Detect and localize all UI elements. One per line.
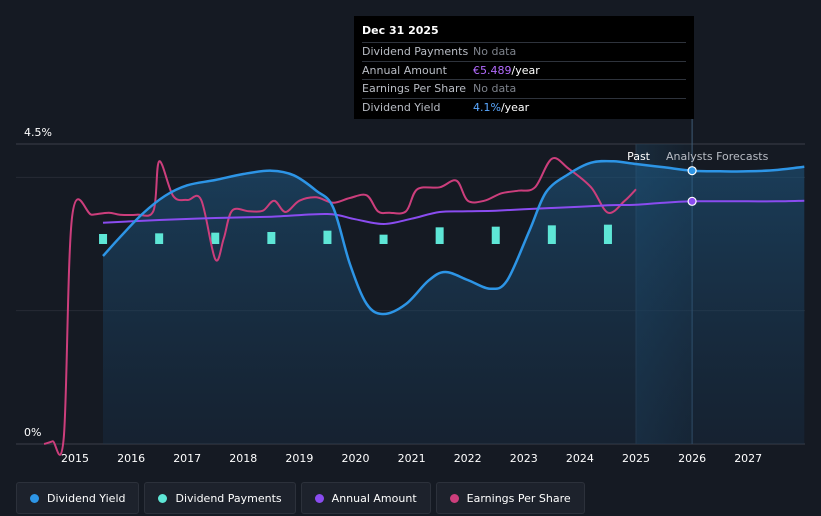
- tooltip-value: €5.489: [473, 63, 512, 77]
- selection-markers: [687, 166, 697, 206]
- tooltip-value: 4.1%: [473, 100, 501, 114]
- legend-label: Annual Amount: [331, 491, 417, 505]
- tooltip-row-dividend-payments: Dividend Payments No data: [362, 42, 686, 61]
- x-tick-label: 2018: [229, 452, 257, 465]
- tooltip-title: Dec 31 2025: [362, 24, 439, 37]
- dividend-yield-area: [103, 161, 805, 445]
- legend-dot-icon: [158, 493, 168, 503]
- tooltip-key: Dividend Yield: [362, 100, 441, 114]
- x-tick-label: 2016: [117, 452, 145, 465]
- tooltip-key: Dividend Payments: [362, 45, 469, 59]
- dividend-yield-fill: [103, 161, 805, 445]
- y-tick-top: 4.5%: [24, 126, 52, 139]
- tooltip: Dec 31 2025 Dividend Payments No data An…: [354, 16, 694, 119]
- x-tick-label: 2019: [285, 452, 313, 465]
- dividend-payment-bar: [547, 225, 556, 244]
- dividend-payment-bar: [435, 227, 444, 244]
- x-axis-ticks: 2015 2016 2017 2018 2019 2020 2021 2022 2023 2024…: [61, 452, 762, 465]
- legend-dot-icon: [314, 493, 324, 503]
- x-tick-label: 2017: [173, 452, 201, 465]
- earnings-per-share-line: [43, 157, 637, 456]
- tooltip-unit: /year: [500, 100, 530, 114]
- x-tick-label: 2023: [510, 452, 538, 465]
- tooltip-unit: /year: [511, 63, 540, 77]
- x-tick-label: 2027: [734, 452, 762, 465]
- dividend-payment-bar: [211, 232, 220, 244]
- legend-dot-icon: [449, 493, 459, 503]
- series-lines: [43, 157, 805, 456]
- dividend-payment-bar: [155, 233, 164, 244]
- tooltip-row-annual-amount: Annual Amount €5.489 /year: [362, 60, 686, 80]
- legend-label: Dividend Yield: [47, 491, 126, 505]
- analysts-forecasts-label: Analysts Forecasts: [666, 150, 769, 163]
- tooltip-row-earnings-per-share: Earnings Per Share No data: [362, 79, 686, 98]
- legend-dot-icon: [30, 493, 39, 503]
- tooltip-value: No data: [473, 45, 517, 59]
- legend: Dividend Yield Dividend Payments Annual …: [16, 482, 585, 514]
- dividend-payments-bars: [99, 224, 612, 244]
- tooltip-value: No data: [473, 82, 517, 96]
- tooltip-key: Annual Amount: [362, 63, 447, 77]
- x-tick-label: 2021: [398, 452, 426, 465]
- x-tick-label: 2020: [342, 452, 370, 465]
- tooltip-key: Earnings Per Share: [362, 82, 467, 96]
- dividend-yield-marker: [687, 166, 697, 176]
- legend-label: Earnings Per Share: [466, 491, 571, 505]
- x-tick-label: 2022: [454, 452, 482, 465]
- dividend-payment-bar: [491, 226, 500, 244]
- x-tick-label: 2015: [61, 452, 89, 465]
- dividend-yield-line: [102, 159, 805, 316]
- legend-earnings-per-share[interactable]: Earnings Per Share: [435, 482, 585, 514]
- legend-dividend-yield[interactable]: Dividend Yield: [16, 482, 140, 514]
- legend-label: Dividend Payments: [175, 491, 282, 505]
- annual-amount-line: [102, 199, 805, 226]
- dividend-payment-bar: [267, 232, 276, 244]
- past-label: Past: [627, 150, 651, 163]
- legend-dividend-payments[interactable]: Dividend Payments: [144, 482, 296, 514]
- x-tick-label: 2024: [566, 452, 594, 465]
- annual-amount-marker: [687, 196, 697, 206]
- x-tick-label: 2025: [622, 452, 650, 465]
- dividend-payment-bar: [323, 230, 332, 244]
- tooltip-row-dividend-yield: Dividend Yield 4.1% /year: [362, 97, 686, 117]
- dividend-payment-bar: [379, 234, 388, 244]
- y-tick-bottom: 0%: [24, 426, 41, 439]
- dividend-payment-bar: [603, 224, 612, 244]
- x-tick-label: 2026: [678, 452, 706, 465]
- dividend-payment-bar: [99, 234, 108, 244]
- legend-annual-amount[interactable]: Annual Amount: [300, 482, 431, 514]
